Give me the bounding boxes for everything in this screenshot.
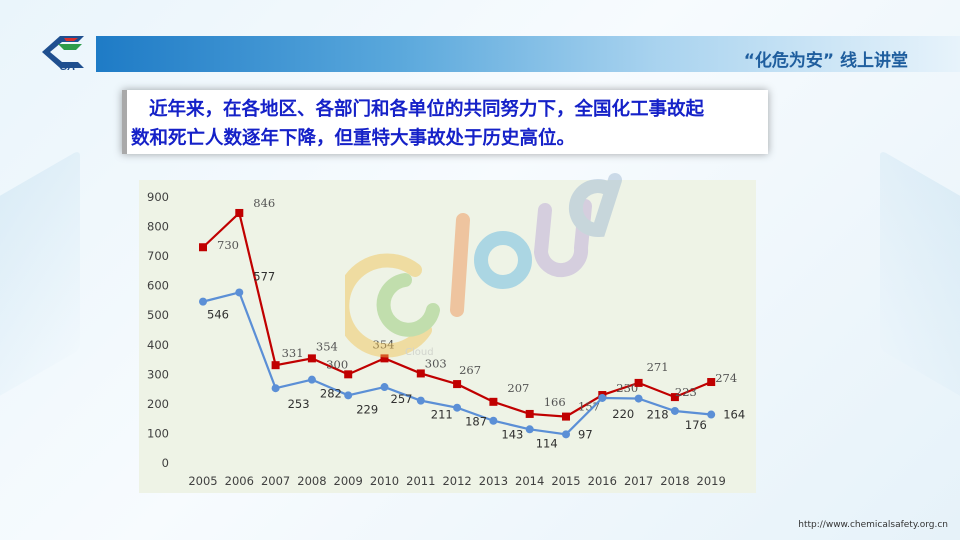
x-tick-label-2010: 2010 [370, 474, 399, 488]
x-tick-label-2009: 2009 [334, 474, 363, 488]
csa-logo: SA [42, 36, 84, 73]
series-1-point-2009 [344, 391, 353, 400]
x-tick-label-2013: 2013 [479, 474, 508, 488]
y-tick-label-600: 600 [147, 279, 169, 293]
series-0-label-2006: 846 [253, 196, 275, 210]
series-0-label-2005: 730 [217, 238, 239, 252]
x-tick-label-2011: 2011 [406, 474, 435, 488]
x-tick-label-2007: 2007 [261, 474, 290, 488]
series-0-point-2005 [199, 243, 207, 252]
right-decoration [880, 149, 960, 431]
accident-line-chart: 0 100 200 300 400 500 600 700 800 900 2005 2006 2007… [147, 190, 745, 488]
series-1-label-2010: 257 [391, 392, 413, 406]
y-tick-label-300: 300 [147, 367, 169, 381]
left-decoration [0, 149, 80, 431]
y-tick-label-100: 100 [147, 426, 169, 440]
footer-url[interactable]: http://www.chemicalsafety.org.cn [798, 520, 948, 530]
series-0-label-2013: 207 [507, 381, 529, 395]
series-0-point-2014 [525, 409, 534, 418]
note-box: 近年来，在各地区、各部门和各单位的共同努力下，全国化工事故起 数和死亡人数逐年下… [122, 90, 768, 154]
series-0-point-2019 [707, 378, 716, 387]
series-0-label-2011: 303 [425, 356, 447, 370]
y-tick-label-400: 400 [147, 338, 169, 352]
y-tick-label-200: 200 [147, 397, 169, 411]
series-1-label-2008: 282 [320, 387, 342, 401]
series-0-label-2015: 157 [578, 400, 600, 414]
series-0-point-2006 [235, 208, 244, 217]
series-1-point-2006 [235, 288, 244, 297]
series-1-label-2006: 577 [253, 269, 275, 283]
header-bar [96, 36, 960, 72]
series-0-label-2019: 274 [715, 371, 737, 385]
x-tick-label-2018: 2018 [660, 474, 689, 488]
note-line-1: 近年来，在各地区、各部门和各单位的共同努力下，全国化工事故起 [149, 99, 705, 120]
x-tick-label-2015: 2015 [551, 474, 580, 488]
series-1-point-2017 [634, 394, 643, 403]
series-0-label-2017: 271 [647, 360, 669, 374]
series-1-point-2018 [670, 406, 679, 415]
series-0-label-2014: 166 [544, 395, 566, 409]
series-1-point-2008 [307, 375, 316, 384]
series-0-point-2015 [562, 412, 570, 421]
series-1-point-2013 [489, 416, 498, 425]
series-1-label-2015: 97 [578, 427, 593, 441]
x-tick-label-2014: 2014 [515, 474, 544, 488]
series-1-point-2019 [707, 410, 716, 419]
series-1-point-2011 [416, 396, 425, 405]
series-1-label-2013: 143 [501, 428, 523, 442]
series-0-label-2012: 267 [459, 363, 481, 377]
series-0-point-2017 [634, 378, 643, 387]
y-tick-label-900: 900 [147, 190, 169, 204]
y-tick-label-800: 800 [147, 220, 169, 234]
series-0-label-2018: 223 [675, 385, 697, 399]
chart-panel: 0 100 200 300 400 500 600 700 800 900 2005 2006 2007… [139, 180, 756, 493]
series-1-point-2016 [598, 393, 607, 402]
series-1-label-2009: 229 [356, 402, 378, 416]
series-0-label-2009: 300 [326, 357, 348, 371]
series-1-label-2005: 546 [207, 308, 229, 322]
series-1-point-2014 [525, 425, 534, 434]
x-tick-label-2008: 2008 [297, 474, 326, 488]
x-tick-label-2012: 2012 [442, 474, 471, 488]
x-tick-label-2017: 2017 [624, 474, 653, 488]
note-line-2: 数和死亡人数逐年下降，但重特大事故处于历史高位。 [131, 128, 576, 149]
series-1-label-2011: 211 [431, 408, 453, 422]
series-1-label-2012: 187 [465, 415, 487, 429]
series-0-label-2008: 354 [316, 339, 338, 353]
series-0-point-2011 [416, 369, 425, 378]
series-1-point-2015 [562, 430, 570, 439]
series-0-point-2013 [489, 397, 498, 406]
y-tick-label-0: 0 [162, 456, 169, 470]
page-title: “化危为安” 线上讲堂 [743, 51, 908, 71]
series-1-point-2007 [271, 384, 280, 393]
cloud-watermark: Cloud [345, 173, 622, 358]
series-1-label-2016: 220 [612, 407, 634, 421]
series-0-point-2009 [344, 370, 353, 379]
series-0-label-2016: 230 [616, 381, 638, 395]
series-0-point-2018 [670, 393, 679, 402]
series-1-point-2005 [199, 297, 207, 306]
x-tick-label-2019: 2019 [697, 474, 726, 488]
series-0-point-2012 [453, 380, 462, 389]
series-1-label-2007: 253 [288, 397, 310, 411]
series-1-label-2018: 176 [685, 418, 707, 432]
series-0-point-2007 [271, 361, 280, 370]
series-1-point-2012 [453, 403, 462, 412]
series-1-label-2019: 164 [723, 408, 745, 422]
series-1-label-2017: 218 [647, 408, 669, 422]
series-0-point-2008 [307, 354, 316, 363]
series-0-label-2007: 331 [282, 346, 304, 360]
series-0-label-2010: 354 [373, 337, 395, 351]
series-1-point-2010 [380, 383, 389, 392]
logo-text: SA [60, 61, 75, 73]
y-tick-label-700: 700 [147, 249, 169, 263]
series-0-point-2010 [380, 354, 389, 363]
x-tick-label-2005: 2005 [188, 474, 217, 488]
series-1-label-2014: 114 [536, 436, 558, 450]
x-tick-label-2016: 2016 [588, 474, 617, 488]
x-tick-label-2006: 2006 [225, 474, 254, 488]
watermark-text: Cloud [405, 347, 434, 358]
y-tick-label-500: 500 [147, 308, 169, 322]
